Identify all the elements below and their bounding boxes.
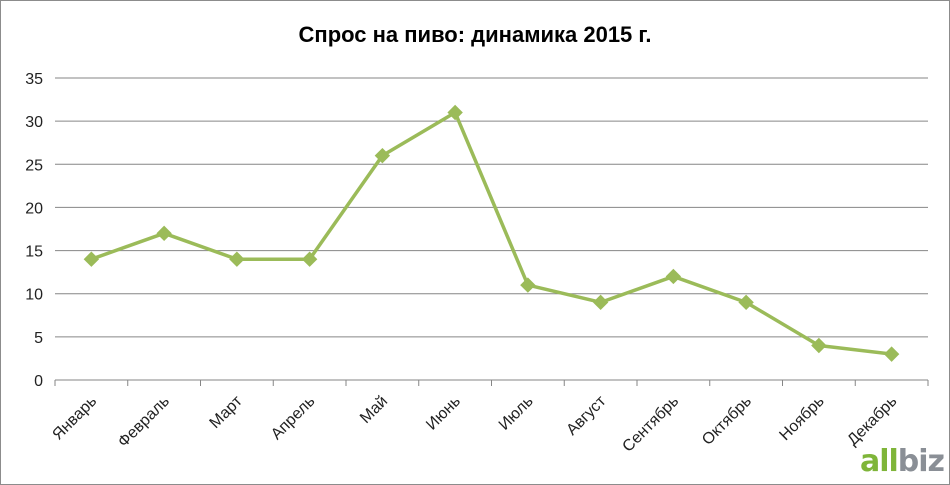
y-tick-label: 5 — [34, 330, 43, 347]
x-tick-label: Июль — [496, 393, 537, 434]
x-tick-label: Февраль — [115, 393, 173, 451]
y-tick-labels: 0 5 10 15 20 25 30 35 — [25, 71, 43, 390]
data-point-marker — [738, 294, 754, 311]
series-line — [90, 110, 892, 356]
x-tick-label: Октябрь — [699, 393, 755, 449]
allbiz-logo: allbiz — [859, 444, 945, 479]
x-tick-label: Июнь — [423, 393, 464, 434]
data-point-marker — [156, 225, 172, 242]
y-tick-label: 35 — [25, 71, 43, 88]
x-tick-labels: Январь Февраль Март Апрель Май Июнь Июль Август… — [49, 392, 900, 455]
y-tick-label: 20 — [25, 200, 43, 217]
x-tick-label: Ноябрь — [776, 393, 827, 444]
data-point-marker — [811, 337, 827, 354]
y-tick-label: 0 — [34, 373, 43, 390]
y-tick-label: 10 — [25, 287, 43, 304]
x-tick-label: Август — [563, 392, 610, 439]
chart-title: Спрос на пиво: динамика 2015 г. — [298, 22, 652, 47]
x-tick-label: Январь — [49, 393, 100, 444]
series-group — [83, 104, 900, 362]
y-tick-label: 25 — [25, 157, 43, 174]
data-point-marker — [447, 104, 463, 121]
x-tick-label: Март — [207, 392, 247, 432]
logo-part-biz: biz — [897, 444, 945, 479]
data-point-marker — [520, 277, 536, 293]
y-tick-label: 30 — [25, 114, 43, 131]
data-point-marker — [592, 294, 609, 311]
logo-part-all: all — [859, 444, 899, 479]
data-point-marker — [301, 251, 318, 267]
x-tick-label: Май — [357, 393, 391, 427]
y-tick-label: 15 — [25, 244, 43, 261]
data-point-marker — [83, 251, 100, 267]
x-tick-label: Сентябрь — [619, 393, 682, 456]
data-point-marker — [229, 251, 245, 267]
data-point-marker — [374, 147, 391, 164]
data-point-marker — [883, 346, 900, 362]
x-tick-label: Декабрь — [844, 393, 900, 449]
gridlines — [55, 77, 928, 338]
data-point-marker — [665, 268, 682, 285]
axes — [54, 379, 929, 386]
x-tick-label: Апрель — [268, 393, 318, 443]
